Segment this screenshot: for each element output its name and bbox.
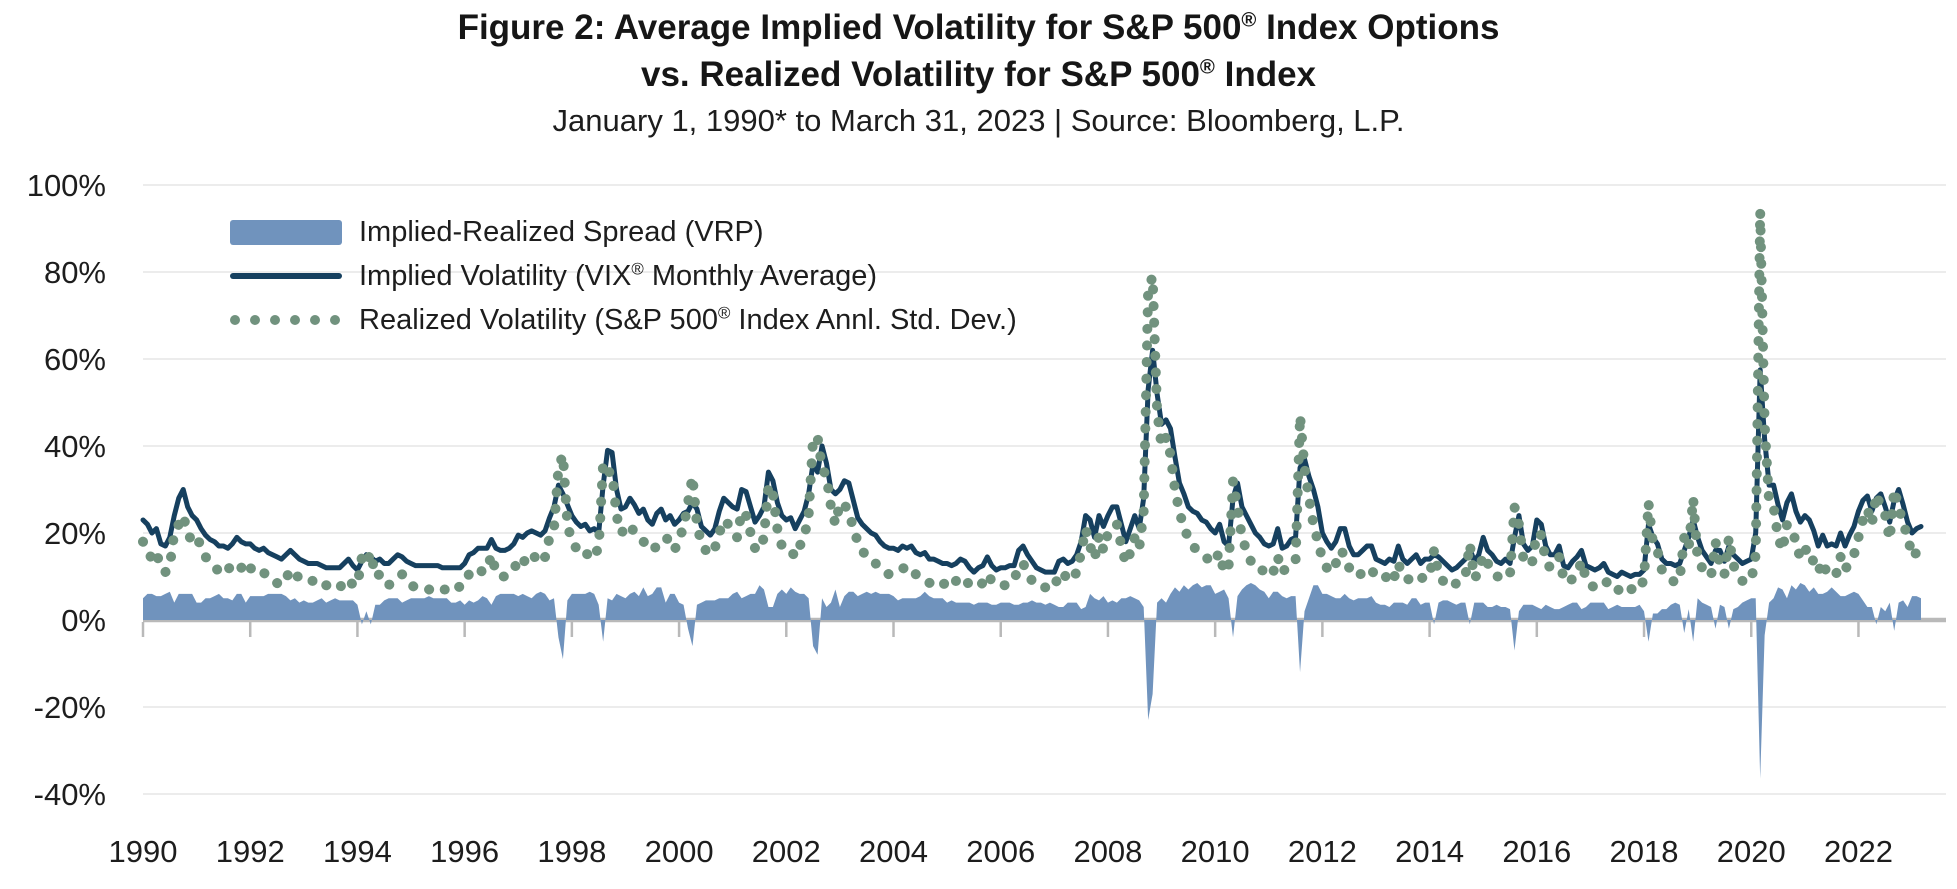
implied-line-swatch xyxy=(230,273,342,279)
spread-area xyxy=(143,583,1921,779)
svg-text:0%: 0% xyxy=(61,603,106,638)
svg-text:2016: 2016 xyxy=(1502,834,1571,869)
svg-text:-20%: -20% xyxy=(34,690,106,725)
svg-text:2010: 2010 xyxy=(1181,834,1250,869)
svg-text:80%: 80% xyxy=(44,255,106,290)
realized-dots xyxy=(138,206,1926,597)
chart-legend: Implied-Realized Spread (VRP) Implied Vo… xyxy=(230,216,1017,336)
svg-text:2020: 2020 xyxy=(1717,834,1786,869)
svg-text:60%: 60% xyxy=(44,342,106,377)
chart-title-line1: Figure 2: Average Implied Volatility for… xyxy=(457,8,1500,47)
svg-text:2006: 2006 xyxy=(966,834,1035,869)
svg-text:2002: 2002 xyxy=(752,834,821,869)
legend-item-spread: Implied-Realized Spread (VRP) xyxy=(230,216,1017,248)
svg-text:2022: 2022 xyxy=(1824,834,1893,869)
svg-text:1994: 1994 xyxy=(323,834,392,869)
svg-text:1990: 1990 xyxy=(109,834,178,869)
chart-title-line2: vs. Realized Volatility for S&P 500® Ind… xyxy=(640,55,1317,94)
y-gridlines xyxy=(143,184,1946,795)
legend-item-realized: Realized Volatility (S&P 500® Index Annl… xyxy=(230,304,1017,336)
svg-text:2000: 2000 xyxy=(645,834,714,869)
svg-text:1992: 1992 xyxy=(216,834,285,869)
svg-text:2012: 2012 xyxy=(1288,834,1357,869)
x-tick-labels: 1990 1992 1994 1996 1998 2000 2002 2004 2006 2008… xyxy=(109,834,1893,869)
svg-text:100%: 100% xyxy=(27,168,106,203)
svg-text:20%: 20% xyxy=(44,516,106,551)
legend-item-implied: Implied Volatility (VIX® Monthly Average… xyxy=(230,260,1017,292)
svg-text:1998: 1998 xyxy=(537,834,606,869)
legend-label-realized: Realized Volatility (S&P 500® Index Annl… xyxy=(359,302,1017,336)
x-axis xyxy=(141,617,1946,637)
legend-label-implied: Implied Volatility (VIX® Monthly Average… xyxy=(359,258,877,292)
chart-subtitle: January 1, 1990* to March 31, 2023 | Sou… xyxy=(552,103,1405,138)
svg-text:2018: 2018 xyxy=(1610,834,1679,869)
legend-label-spread: Implied-Realized Spread (VRP) xyxy=(359,215,764,248)
svg-text:1996: 1996 xyxy=(430,834,499,869)
svg-text:2008: 2008 xyxy=(1073,834,1142,869)
y-tick-labels: 100% 80% 60% 40% 20% 0% -20% -40% xyxy=(27,168,106,812)
realized-dots-swatch xyxy=(230,315,342,325)
implied-line xyxy=(140,347,1924,579)
svg-text:2004: 2004 xyxy=(859,834,928,869)
svg-text:2014: 2014 xyxy=(1395,834,1464,869)
spread-area-swatch xyxy=(230,219,342,245)
svg-text:-40%: -40% xyxy=(34,777,106,812)
svg-text:40%: 40% xyxy=(44,429,106,464)
